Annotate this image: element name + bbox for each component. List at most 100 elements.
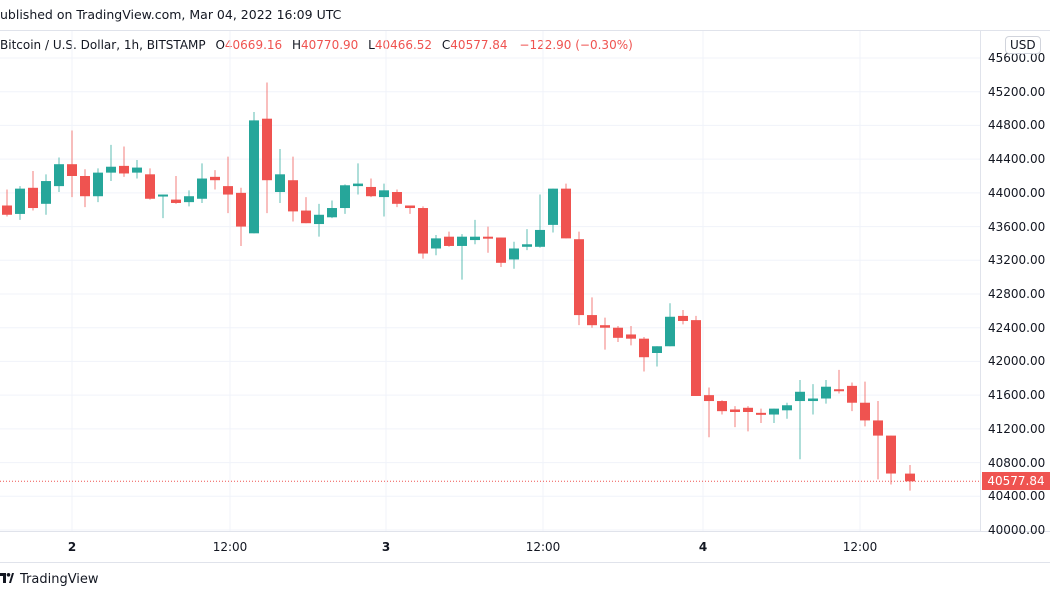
header-divider [0,30,1050,31]
candle [93,172,103,197]
candle [587,315,597,326]
candle [905,473,915,482]
candle [327,208,337,218]
candle [197,178,207,199]
candle [54,164,64,187]
candle [860,402,870,421]
candle [431,238,441,249]
candle [353,183,363,187]
time-tick-label: 2 [67,540,77,554]
tradingview-logo-icon [0,569,14,591]
symbol-label[interactable]: Bitcoin / U.S. Dollar, 1h, BITSTAMP [0,38,206,52]
candle [379,190,389,198]
change-value: −122.90 (−0.30%) [519,38,633,52]
candle [561,188,571,239]
candle [132,167,142,173]
candle [236,192,246,227]
high-value: 40770.90 [301,38,359,52]
candle [522,244,532,247]
price-tick-label: 45600.00 [988,51,1046,65]
time-tick-label: 12:00 [212,540,248,554]
candle [886,435,896,474]
price-tick-label: 44400.00 [988,152,1046,167]
candle [509,248,519,260]
low-value: 40466.52 [374,38,433,52]
candle [184,196,194,203]
price-tick-label: 45200.00 [988,84,1046,99]
candle [743,407,753,412]
candle [340,185,350,209]
candle [145,174,155,199]
candle [873,420,883,436]
candle [535,229,545,247]
candle [821,386,831,399]
candle [717,401,727,412]
price-tick-label: 44800.00 [988,118,1046,133]
price-tick-label: 40000.00 [988,523,1046,537]
price-tick-label: 42400.00 [988,320,1046,335]
candle [834,389,844,392]
price-tick-label: 42800.00 [988,287,1046,301]
candle [496,237,506,263]
candle [574,239,584,316]
currency-badge[interactable]: USD [1005,36,1041,54]
price-tick-label: 41200.00 [988,421,1046,436]
open-value: 40669.16 [224,38,283,52]
candle [2,205,12,215]
candle [28,187,38,209]
candle [600,325,610,328]
close-value: 40577.84 [450,38,508,52]
candle [548,188,558,225]
time-tick-label: 12:00 [525,540,561,554]
candle [15,188,25,214]
candle [210,176,220,181]
time-axis[interactable]: 2 12:00 3 12:00 4 12:00 [0,532,1050,562]
ohlc-legend: Bitcoin / U.S. Dollar, 1h, BITSTAMP O406… [0,33,633,57]
low-label: L [368,38,375,52]
price-tick-label: 42000.00 [988,354,1046,369]
price-tick-label: 40400.00 [988,489,1046,504]
candle [847,385,857,403]
candle [457,236,467,246]
candle [808,398,818,402]
candle [301,210,311,224]
candle [678,315,688,321]
price-tick-label: 44000.00 [988,185,1046,200]
time-tick-label: 3 [381,540,391,554]
candle [756,412,766,415]
candle [405,205,415,209]
candle [392,192,402,204]
candle [782,405,792,411]
close-label: C [441,38,451,52]
candle [67,164,77,176]
candle [314,214,324,225]
candle [41,181,51,204]
candle [366,186,376,197]
candle [665,316,675,347]
candle [275,174,285,193]
time-tick-label: 12:00 [842,540,878,554]
candlestick-chart[interactable] [0,31,1050,532]
footer-branding: TradingView [0,569,99,591]
price-tick-label: 43200.00 [988,253,1046,268]
candle [444,236,454,246]
price-tick-label: 40800.00 [988,455,1046,470]
candle [470,236,480,241]
high-label: H [292,38,302,52]
candle [795,391,805,402]
published-caption: ublished on TradingView.com, Mar 04, 202… [0,7,342,22]
time-tick-label: 4 [698,540,708,554]
candle [106,166,116,173]
candle [249,120,259,234]
candle [483,236,493,239]
candle [613,327,623,338]
candle [769,408,779,415]
brand-name: TradingView [20,572,99,587]
price-tick-label: 41600.00 [988,388,1046,403]
open-label: O [215,38,225,52]
candle [652,346,662,353]
candle [171,199,181,203]
last-price-badge: 40577.84 [982,472,1050,491]
candle [262,118,272,181]
price-tick-label: 43600.00 [988,219,1046,234]
